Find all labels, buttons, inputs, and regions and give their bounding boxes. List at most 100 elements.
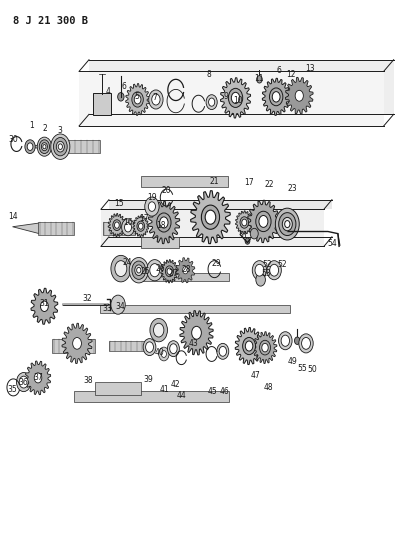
Polygon shape	[253, 332, 277, 364]
Polygon shape	[180, 311, 213, 355]
Text: 16: 16	[123, 218, 132, 227]
Circle shape	[122, 219, 134, 236]
Polygon shape	[161, 260, 178, 283]
Circle shape	[285, 221, 290, 228]
Circle shape	[167, 268, 172, 274]
Circle shape	[154, 323, 164, 337]
Text: 46: 46	[219, 386, 229, 395]
FancyBboxPatch shape	[100, 305, 290, 313]
Circle shape	[302, 337, 310, 349]
Circle shape	[113, 220, 121, 231]
Circle shape	[145, 197, 159, 216]
Circle shape	[148, 202, 156, 212]
Circle shape	[262, 343, 268, 352]
Circle shape	[132, 261, 146, 279]
Circle shape	[58, 144, 63, 149]
FancyBboxPatch shape	[68, 140, 100, 153]
Text: 47: 47	[251, 370, 260, 379]
Circle shape	[132, 92, 143, 107]
Text: 31: 31	[40, 299, 49, 308]
Circle shape	[16, 373, 31, 392]
Polygon shape	[190, 191, 230, 244]
Text: 53: 53	[261, 269, 271, 278]
Circle shape	[125, 223, 132, 232]
Text: 4: 4	[106, 87, 111, 96]
Circle shape	[41, 143, 47, 151]
Circle shape	[192, 326, 201, 339]
Circle shape	[37, 137, 52, 156]
Circle shape	[245, 341, 253, 351]
Text: 20: 20	[162, 186, 172, 195]
Polygon shape	[235, 211, 253, 234]
Polygon shape	[133, 216, 149, 237]
Circle shape	[229, 88, 243, 108]
Text: 10: 10	[233, 95, 243, 104]
Circle shape	[53, 138, 67, 156]
Circle shape	[243, 337, 255, 354]
Text: 22: 22	[265, 180, 274, 189]
Circle shape	[256, 273, 265, 286]
Text: 26: 26	[155, 264, 165, 272]
Circle shape	[279, 332, 292, 350]
Circle shape	[205, 210, 216, 224]
Polygon shape	[79, 71, 384, 126]
Polygon shape	[262, 78, 290, 115]
Polygon shape	[286, 77, 313, 114]
Text: 28: 28	[182, 265, 191, 273]
Circle shape	[51, 134, 70, 159]
Circle shape	[281, 335, 290, 346]
Text: 23: 23	[287, 183, 297, 192]
Circle shape	[219, 346, 227, 356]
Circle shape	[256, 211, 271, 232]
Text: 11: 11	[254, 74, 264, 83]
Text: 34: 34	[115, 302, 125, 311]
Circle shape	[272, 92, 280, 102]
Circle shape	[255, 264, 264, 276]
Circle shape	[147, 260, 163, 281]
Text: 37: 37	[34, 373, 43, 382]
Text: 8 J 21 300 B: 8 J 21 300 B	[13, 16, 88, 26]
Polygon shape	[31, 288, 58, 324]
Circle shape	[259, 215, 268, 228]
Circle shape	[165, 266, 174, 277]
Circle shape	[27, 143, 33, 150]
Circle shape	[160, 217, 168, 228]
Text: 17: 17	[244, 178, 254, 187]
FancyBboxPatch shape	[141, 176, 228, 187]
Text: 25: 25	[141, 268, 150, 276]
Text: 7: 7	[152, 93, 157, 102]
Text: 14: 14	[8, 212, 18, 221]
Text: 51: 51	[239, 231, 248, 240]
Circle shape	[115, 222, 119, 228]
Circle shape	[115, 261, 127, 277]
FancyBboxPatch shape	[38, 222, 74, 235]
Circle shape	[279, 213, 296, 236]
Polygon shape	[221, 78, 251, 118]
Text: 38: 38	[83, 376, 93, 385]
Circle shape	[295, 90, 303, 101]
Circle shape	[39, 140, 50, 154]
Text: 6: 6	[122, 82, 126, 91]
Circle shape	[111, 255, 131, 282]
Polygon shape	[12, 223, 39, 233]
Circle shape	[34, 373, 42, 383]
Circle shape	[150, 318, 168, 342]
Text: 33: 33	[102, 304, 112, 313]
Polygon shape	[148, 201, 180, 244]
Text: 6: 6	[276, 66, 281, 75]
Circle shape	[267, 261, 282, 280]
Circle shape	[240, 217, 249, 228]
Circle shape	[270, 264, 279, 276]
Circle shape	[117, 93, 124, 101]
Text: 35: 35	[8, 385, 17, 394]
Circle shape	[252, 261, 267, 280]
Polygon shape	[235, 327, 263, 365]
Circle shape	[201, 205, 219, 229]
Text: 21: 21	[210, 177, 219, 186]
Text: 54: 54	[327, 239, 337, 248]
Text: 50: 50	[307, 366, 317, 374]
FancyBboxPatch shape	[103, 222, 135, 235]
Circle shape	[231, 92, 240, 103]
Circle shape	[161, 351, 166, 358]
Text: 5: 5	[134, 92, 139, 101]
